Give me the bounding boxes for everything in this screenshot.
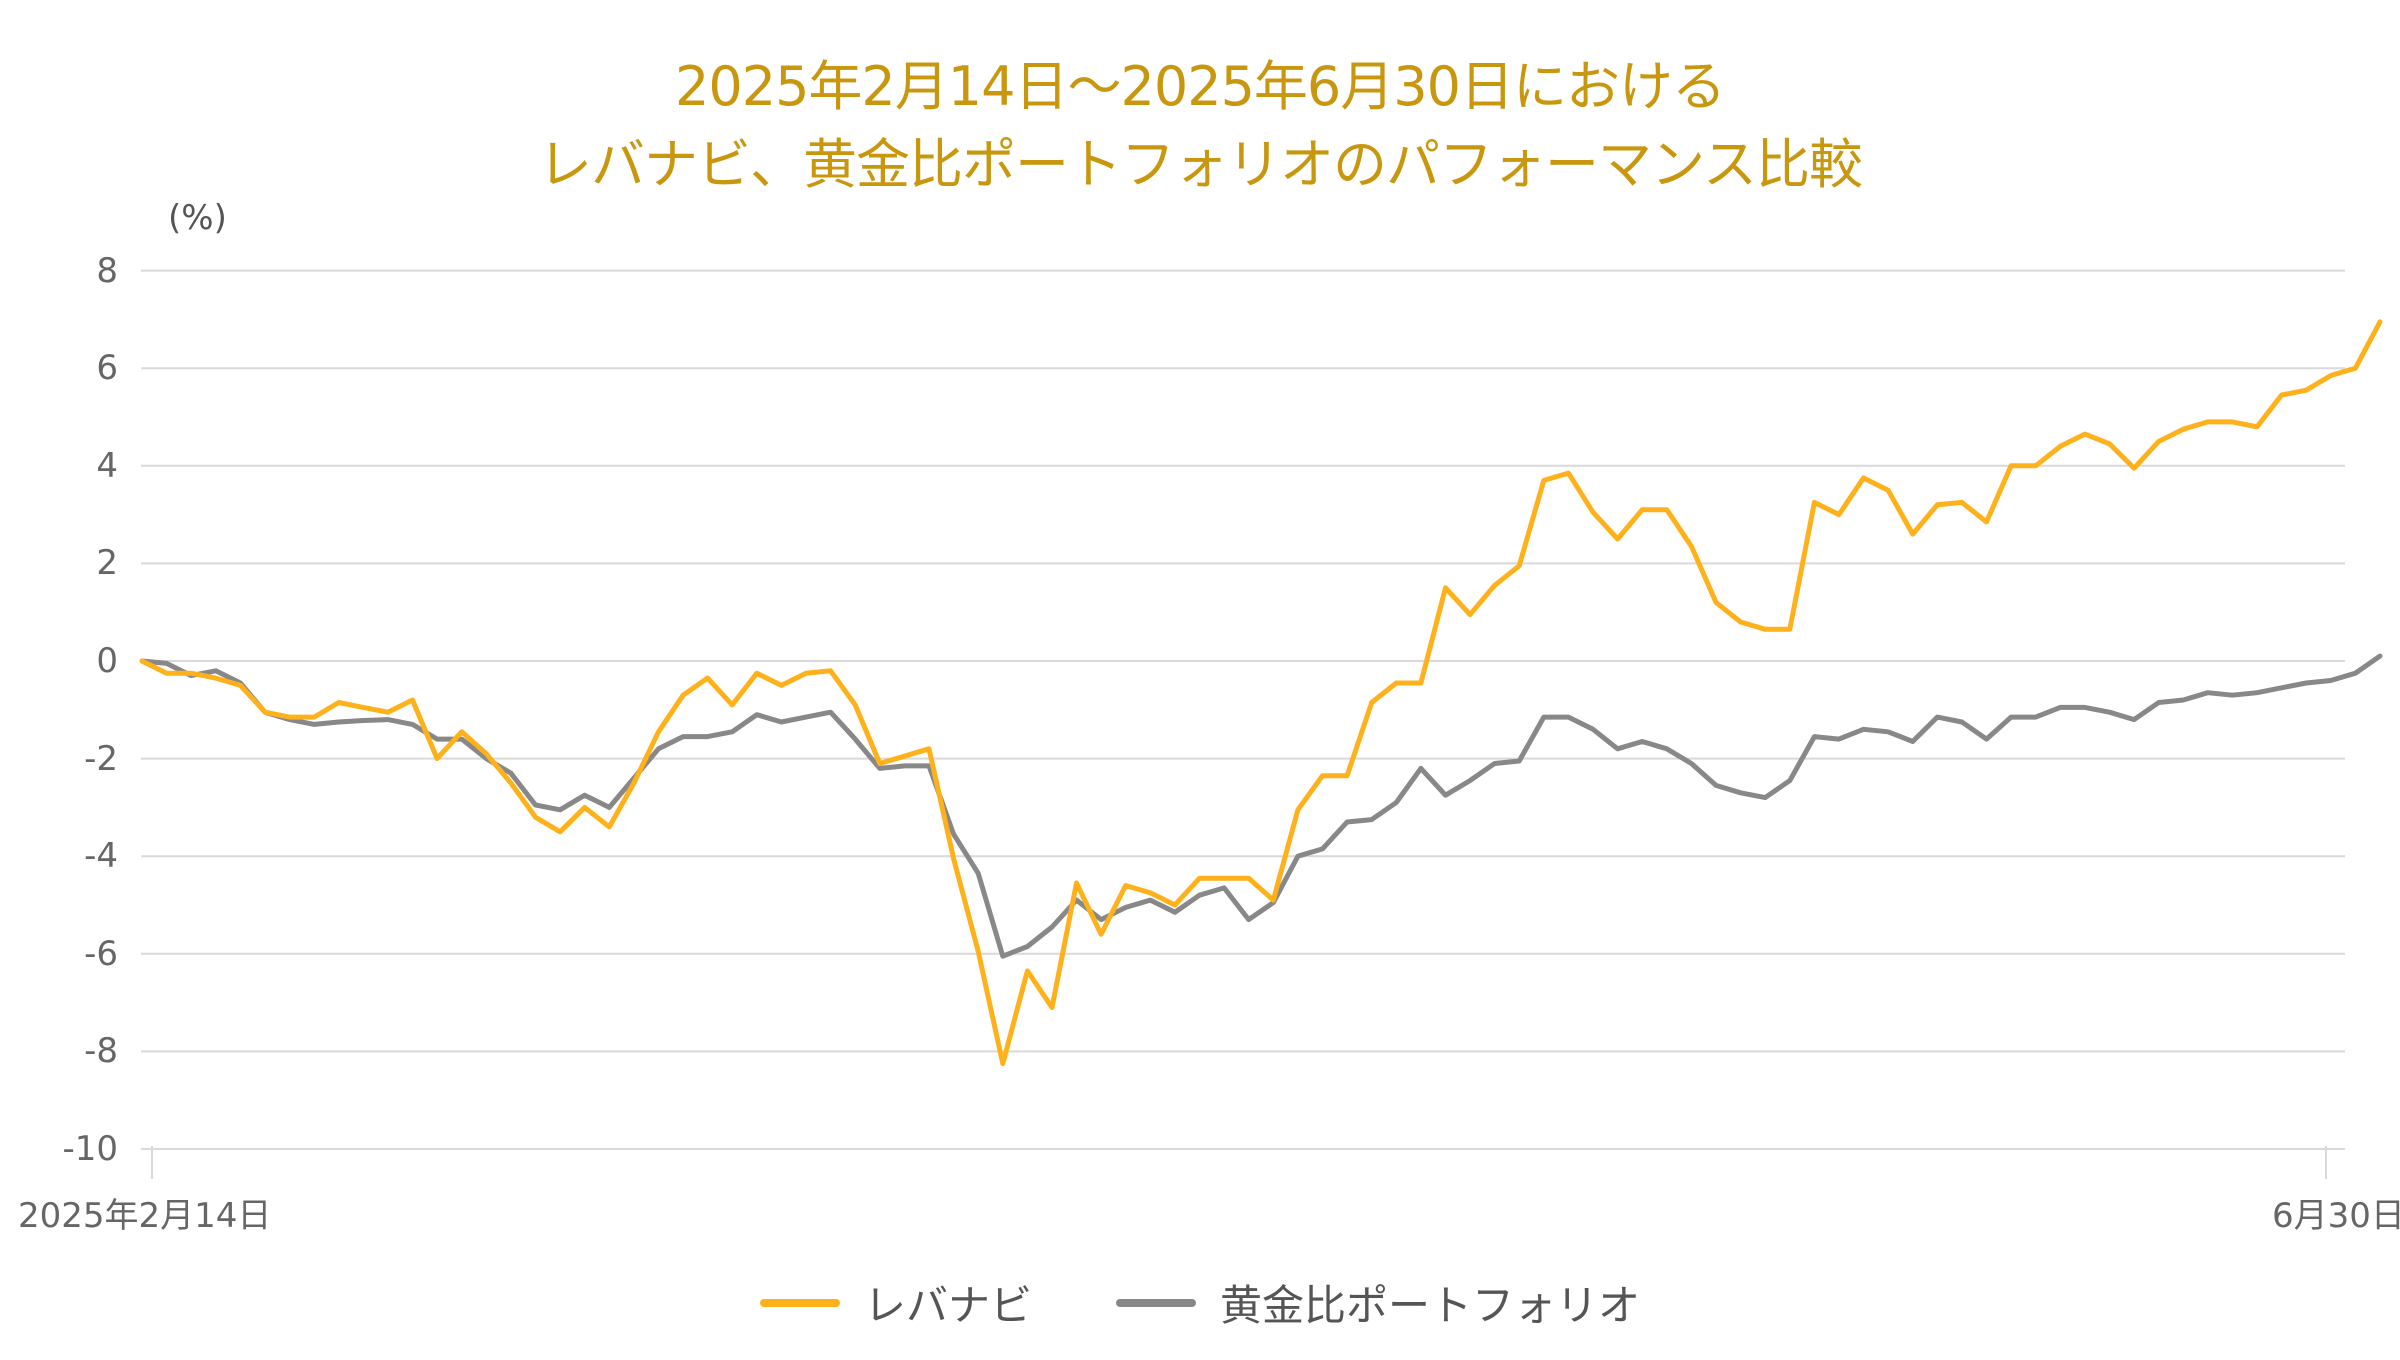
chart-title-line-1: 2025年2月14日〜2025年6月30日における [675, 55, 1726, 118]
gridlines [141, 269, 2345, 1150]
legend-swatch-levanavi [759, 1298, 840, 1307]
y-axis-tick-label: 8 [96, 250, 118, 291]
chart-title-line-2: レバナビ、黄金比ポートフォリオのパフォーマンス比較 [538, 133, 1863, 196]
legend-item-golden-ratio-portfolio: 黄金比ポートフォリオ [1116, 1272, 1640, 1333]
x-axis-end-label: 6月30日 [2272, 1196, 2400, 1236]
y-axis-tick-label: 0 [96, 641, 118, 681]
y-axis-tick-label: -8 [84, 1031, 118, 1072]
y-axis-tick-label: -6 [84, 933, 118, 974]
legend-label-golden-ratio-portfolio: 黄金比ポートフォリオ [1220, 1281, 1641, 1330]
x-axis-start-label: 2025年2月14日 [18, 1196, 272, 1236]
series-line-golden-ratio-portfolio [139, 653, 2383, 959]
legend: レバナビ 黄金比ポートフォリオ [0, 1272, 2400, 1333]
legend-item-levanavi: レバナビ [759, 1272, 1032, 1333]
x-axis-line [151, 1146, 2327, 1179]
legend-swatch-golden-ratio-portfolio [1116, 1298, 1196, 1307]
y-axis-tick-label: -10 [62, 1129, 118, 1169]
y-axis-unit-label: (%) [168, 198, 227, 238]
y-axis-tick-label: 6 [96, 348, 118, 389]
series-line-levanavi [139, 319, 2383, 1067]
y-axis-tick-label: -4 [84, 836, 118, 877]
y-axis-tick-label: -2 [84, 738, 118, 779]
legend-label-levanavi: レバナビ [863, 1281, 1032, 1330]
y-axis-tick-label: 2 [96, 543, 118, 584]
y-axis-tick-label: 4 [96, 445, 118, 486]
